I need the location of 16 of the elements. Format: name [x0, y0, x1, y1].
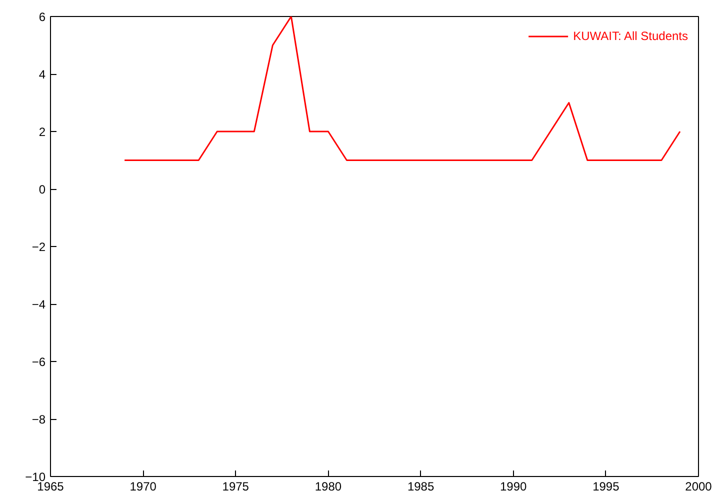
- y-tick-label: 4: [38, 68, 46, 82]
- y-tick-label: −6: [32, 355, 46, 369]
- x-tick-label: 2000: [685, 480, 712, 494]
- y-tick-label: −8: [32, 412, 46, 426]
- x-tick-label: 1990: [500, 480, 528, 494]
- legend-label: KUWAIT: All Students: [573, 29, 688, 43]
- y-tick-label: 0: [38, 182, 46, 196]
- x-tick-label: 1975: [222, 480, 250, 494]
- x-tick-label: 1970: [130, 480, 157, 494]
- y-tick-label: −4: [32, 298, 46, 312]
- x-tick-label: 1995: [592, 480, 620, 494]
- x-tick-label: 1985: [407, 480, 434, 494]
- x-tick-label: 1980: [314, 480, 342, 494]
- y-tick-label: 6: [38, 10, 46, 24]
- y-tick-label: 2: [38, 125, 46, 139]
- y-tick-label: −2: [32, 240, 46, 254]
